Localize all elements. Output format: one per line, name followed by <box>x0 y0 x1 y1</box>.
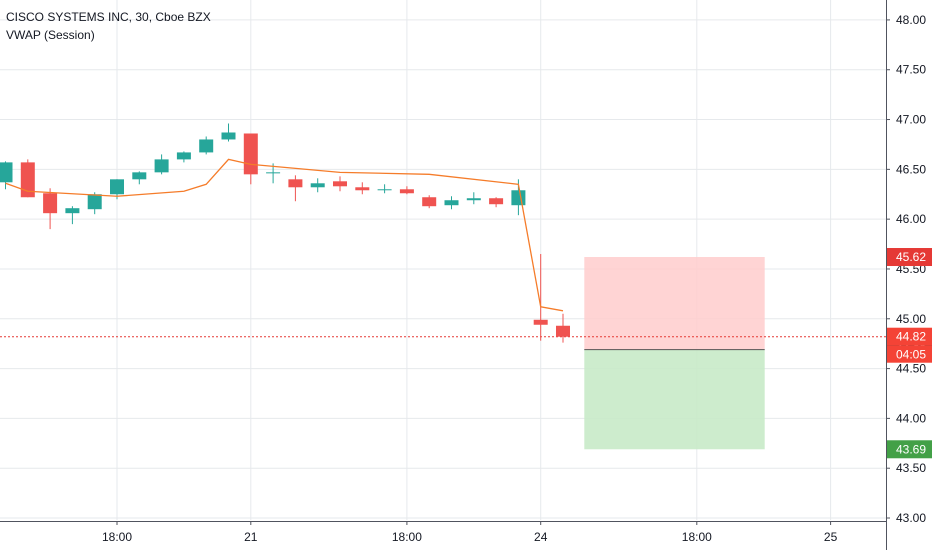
candle-body <box>87 194 102 210</box>
price-tick-label: 47.50 <box>896 63 926 77</box>
countdown-label: 04:05 <box>887 345 932 363</box>
target-price-label-text: 43.69 <box>896 442 926 456</box>
candle-body <box>266 172 281 174</box>
price-tick-label: 43.50 <box>896 461 926 475</box>
candle <box>43 188 58 230</box>
candle-body <box>466 198 481 201</box>
candle <box>533 254 548 341</box>
candle-body <box>243 133 258 175</box>
stop-price-label: 45.62 <box>887 248 932 267</box>
candle <box>243 133 258 185</box>
target-price-label-bg <box>887 440 932 459</box>
candle-body <box>333 181 347 187</box>
time-tick-label: 18:00 <box>102 530 132 544</box>
candle-body <box>65 208 80 214</box>
candle-body <box>110 179 124 195</box>
time-tick-label: 18:00 <box>392 530 422 544</box>
price-tick-label: 48.00 <box>896 13 926 27</box>
price-tick-label: 43.00 <box>896 511 926 525</box>
candle-body <box>132 172 147 180</box>
candle <box>65 206 80 225</box>
price-tick-label: 44.50 <box>896 362 926 376</box>
chart-legend: CISCO SYSTEMS INC, 30, Cboe BZX VWAP (Se… <box>6 8 211 44</box>
grid-layer <box>0 0 886 520</box>
price-tick-label: 45.00 <box>896 312 926 326</box>
stop-price-label-bg <box>887 248 932 267</box>
candle <box>333 176 347 192</box>
countdown-bg <box>887 345 932 363</box>
candle <box>466 192 481 205</box>
candles-layer <box>0 123 570 343</box>
vwap-layer <box>5 158 564 312</box>
candle <box>422 195 437 209</box>
candle <box>310 178 325 193</box>
stop-price-label-text: 45.62 <box>896 250 926 264</box>
vwap-line <box>5 158 564 312</box>
candle <box>288 175 303 202</box>
candle-body <box>399 189 414 194</box>
candle <box>132 171 147 185</box>
candle <box>399 186 414 195</box>
price-tick-label: 44.00 <box>896 411 926 425</box>
indicator-title[interactable]: VWAP (Session) <box>6 28 95 42</box>
candle-body <box>154 159 169 173</box>
candle <box>489 197 504 208</box>
symbol-title[interactable]: CISCO SYSTEMS INC, 30, Cboe BZX <box>6 10 211 24</box>
candle <box>154 154 169 175</box>
candle-body <box>533 319 548 325</box>
time-tick-label: 21 <box>244 530 258 544</box>
time-tick-label: 24 <box>534 530 548 544</box>
candle <box>355 182 370 195</box>
candle-body <box>444 200 459 206</box>
candle-body <box>176 152 191 160</box>
candle <box>221 123 236 142</box>
short-position-tool <box>0 257 886 450</box>
candle-body <box>489 198 504 205</box>
time-tick-label: 25 <box>824 530 838 544</box>
take-profit-zone <box>584 349 765 450</box>
candle-body <box>221 132 236 140</box>
candle <box>176 151 191 163</box>
price-tick-label: 47.00 <box>896 113 926 127</box>
candle <box>556 313 570 343</box>
price-tick-label: 46.00 <box>896 212 926 226</box>
candle <box>0 161 13 190</box>
candle <box>87 192 102 215</box>
time-tick-label: 18:00 <box>682 530 712 544</box>
candle <box>377 184 392 194</box>
countdown-text: 04:05 <box>896 348 926 362</box>
candle-body <box>288 179 303 188</box>
candle <box>199 136 214 155</box>
candle-body <box>377 189 392 191</box>
candle <box>444 196 459 210</box>
candle-body <box>0 162 13 183</box>
last-price-label: 44.82 <box>887 327 932 346</box>
candle-body <box>20 162 35 198</box>
price-tick-label: 46.50 <box>896 162 926 176</box>
last-price-label-text: 44.82 <box>896 330 926 344</box>
last-price-label-bg <box>887 327 932 346</box>
candle-body <box>199 139 214 153</box>
candle-body <box>556 325 570 337</box>
candle-body <box>43 193 58 214</box>
candle-body <box>511 190 526 206</box>
stop-loss-zone <box>584 257 765 350</box>
candle-body <box>422 197 437 207</box>
candle-body <box>355 187 370 191</box>
candle-body <box>310 183 325 188</box>
target-price-label: 43.69 <box>887 440 932 459</box>
